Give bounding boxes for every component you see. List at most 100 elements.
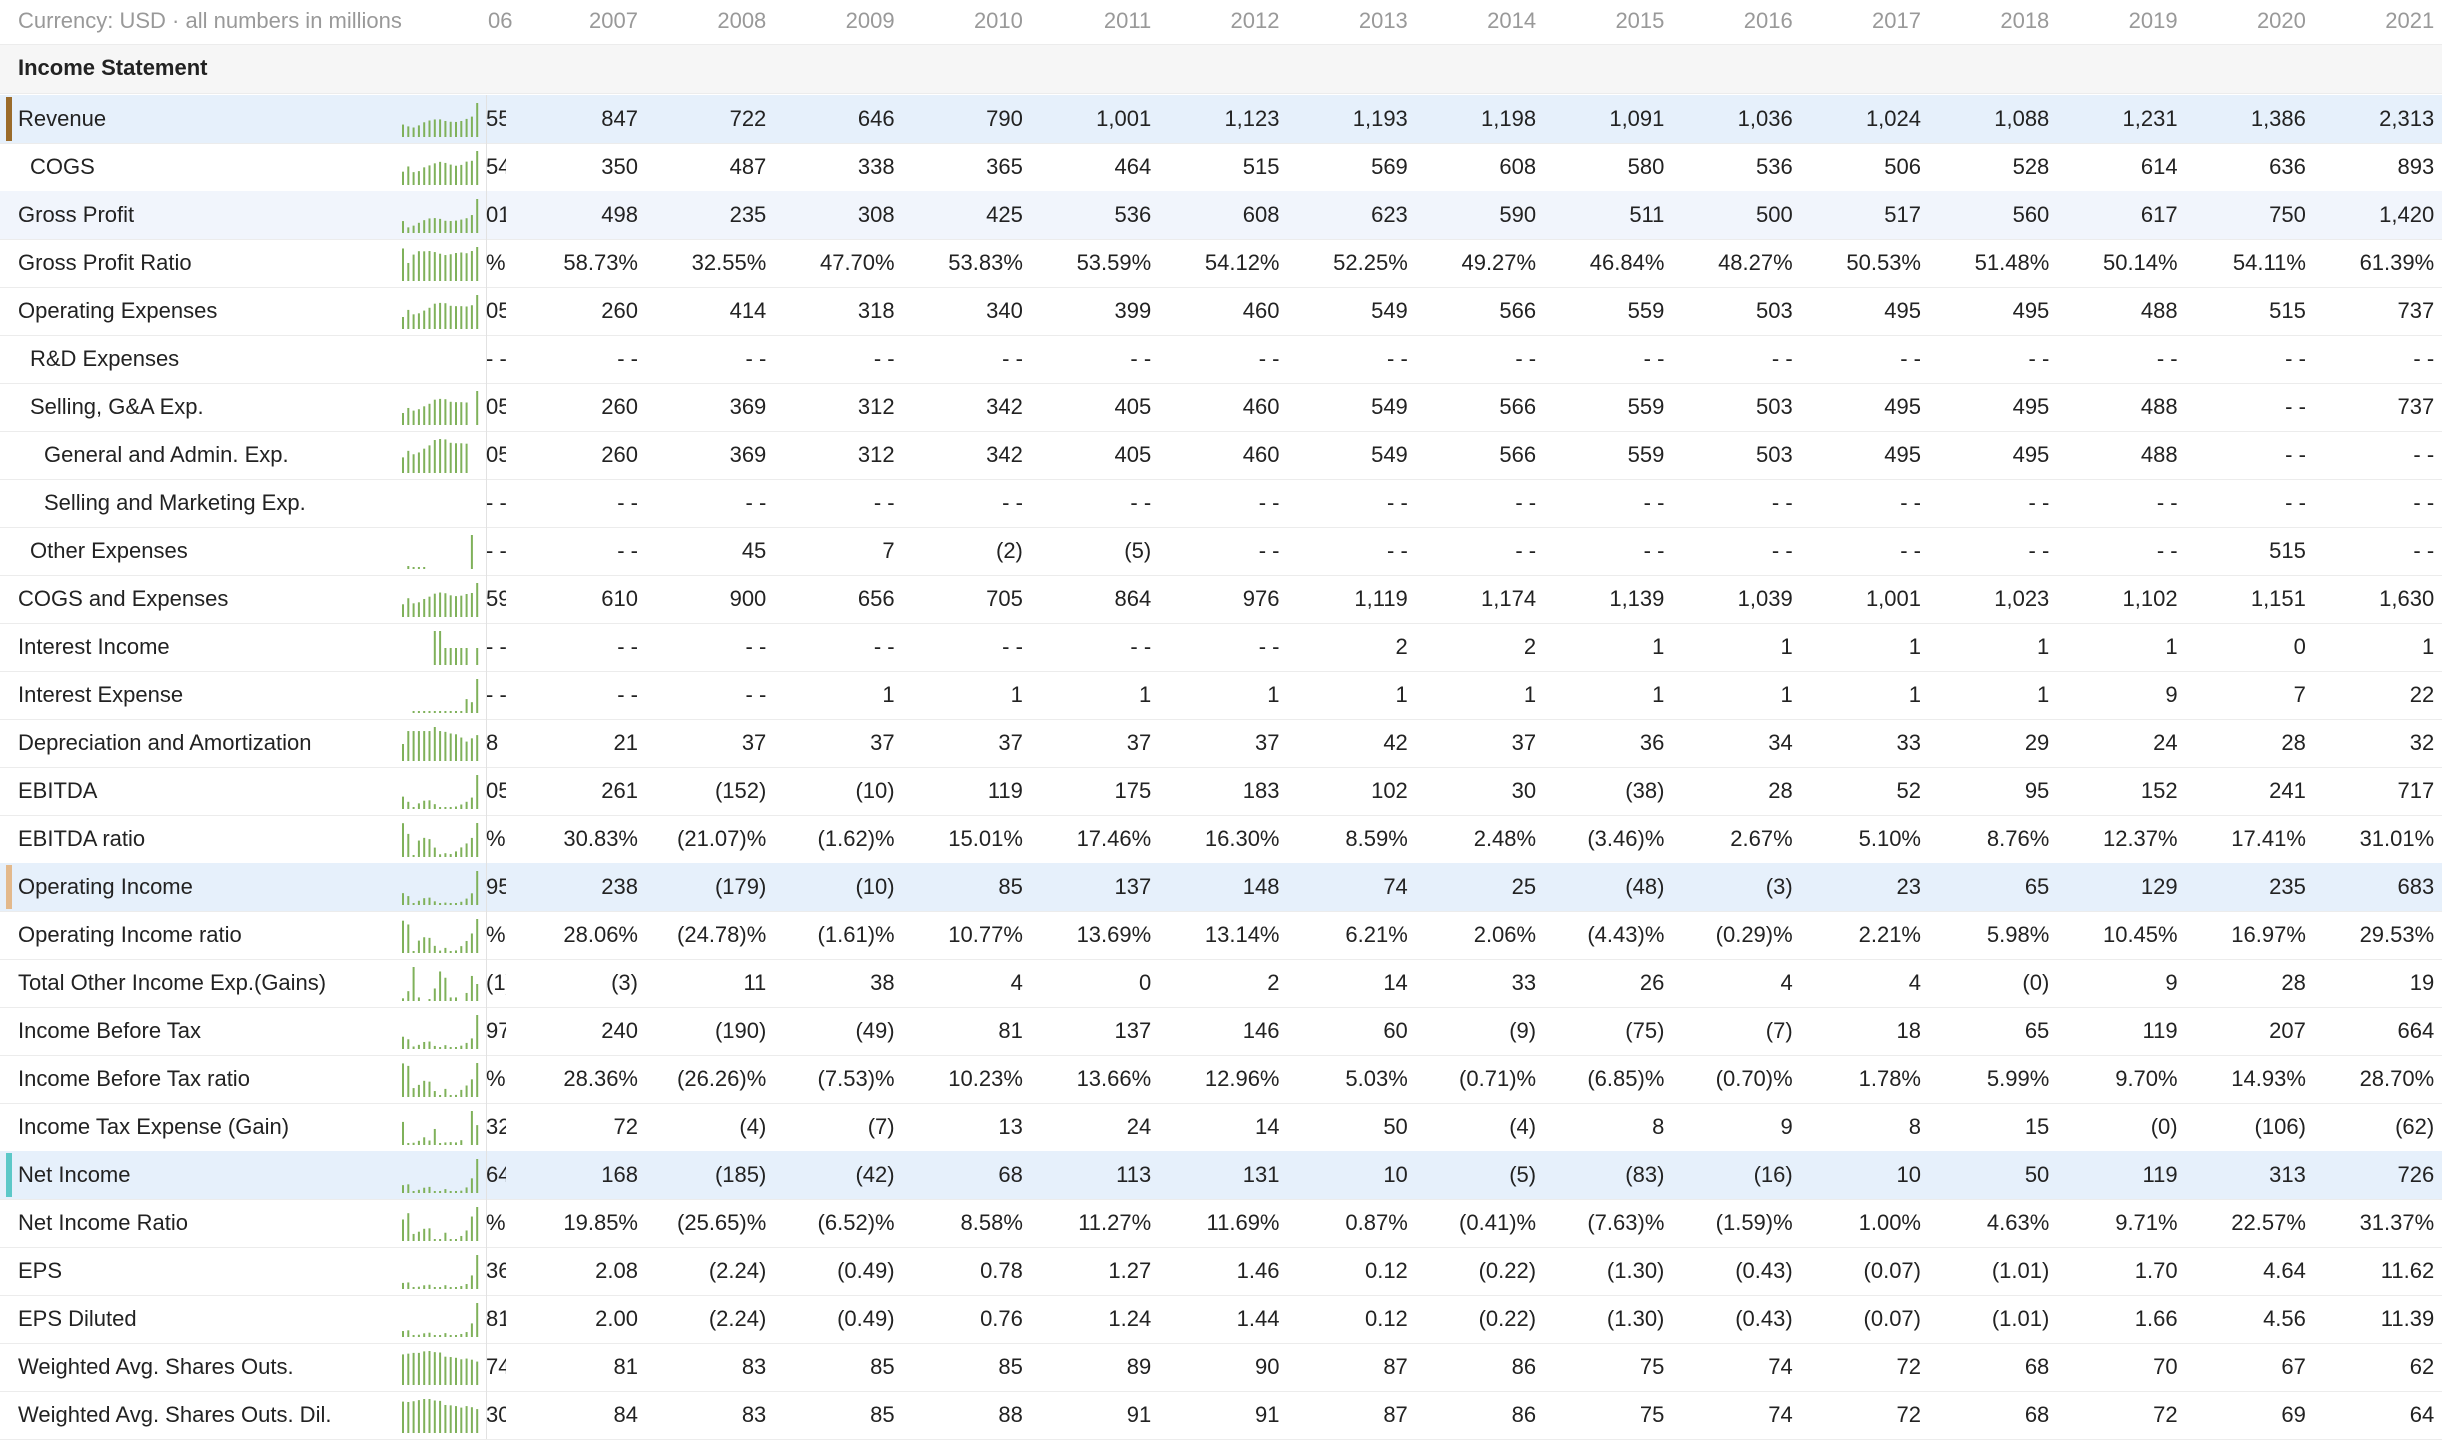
row-sparkline <box>400 341 486 379</box>
sparkline-bar <box>402 823 404 857</box>
cell-2013: 549 <box>1371 442 1408 467</box>
table-row[interactable]: Selling, G&A Exp. 05 260 369 312 342 405 460 549… <box>0 383 2442 432</box>
table-row[interactable]: Operating Income ratio% 28.06% (24.78)% (1.… <box>0 911 2442 960</box>
year-label-2010[interactable]: 2010 <box>973 8 1023 33</box>
table-row[interactable]: Operating Income 95 238 (179) (10) 85 137 148 74… <box>0 863 2442 912</box>
column-divider <box>486 1151 487 1199</box>
year-label-2017[interactable]: 2017 <box>1872 8 1921 33</box>
sparkline-bar <box>428 1332 431 1337</box>
cell-2021: 31.37% <box>2359 1210 2435 1235</box>
table-row[interactable]: General and Admin. Exp. 05 260 369 312 342 405… <box>0 431 2442 480</box>
year-label-2009[interactable]: 2009 <box>845 8 895 33</box>
row-label: Revenue <box>18 106 107 131</box>
cell-2015: (4.43)% <box>1587 922 1665 947</box>
column-divider <box>486 1055 487 1103</box>
sparkline-bar <box>470 797 473 809</box>
table-row[interactable]: Operating Expenses 05 260 414 318 340 399 460 54… <box>0 287 2442 336</box>
sparkline-bar <box>465 443 468 473</box>
cell-2016: (3) <box>1765 874 1793 899</box>
partial-cell: 95 <box>486 874 506 899</box>
sparkline-bar <box>412 603 415 617</box>
cell-2008: 487 <box>729 154 767 179</box>
year-label-partial[interactable]: 06 <box>488 8 513 33</box>
cell-2020: 207 <box>2269 1018 2306 1043</box>
sparkline-bar <box>428 839 431 857</box>
table-row[interactable]: Selling and Marketing Exp. - - - - - - - - - … <box>0 479 2442 528</box>
year-label-2019[interactable]: 2019 <box>2128 8 2178 33</box>
sparkline-bar <box>407 1213 410 1241</box>
sparkline-bar <box>476 1015 479 1049</box>
year-label-2007[interactable]: 2007 <box>589 8 638 33</box>
year-label-2013[interactable]: 2013 <box>1358 8 1408 33</box>
table-row[interactable]: Interest Income - - - - - - - - - - - - - - 2 2 1 1… <box>0 623 2442 672</box>
year-label-2015[interactable]: 2015 <box>1615 8 1665 33</box>
table-row[interactable]: Other Expenses - - - - 45 7 (2) (5) - - - - - - - … <box>0 527 2442 576</box>
sparkline-bar <box>455 121 457 137</box>
cell-2014: - - <box>1515 346 1537 371</box>
year-label-2008[interactable]: 2008 <box>717 8 767 33</box>
cell-2010: 0.78 <box>980 1258 1023 1283</box>
year-label-2014[interactable]: 2014 <box>1487 8 1537 33</box>
cell-2012: 54.12% <box>1204 250 1280 275</box>
table-row[interactable]: Net Income 64 168 (185) (42) 68 113 131 10 (5) (83… <box>0 1151 2442 1200</box>
table-row[interactable]: Depreciation and Amortization 8 21 37 37 37 37… <box>0 719 2442 768</box>
table-row[interactable]: Income Before Tax ratio% 28.36% (26.26)% (7… <box>0 1055 2442 1104</box>
year-label-2018[interactable]: 2018 <box>2000 8 2050 33</box>
table-row[interactable]: Gross Profit 01 498 235 308 425 536 608 623 590 51… <box>0 191 2442 240</box>
year-label-2016[interactable]: 2016 <box>1743 8 1793 33</box>
cell-2013: 2 <box>1395 634 1408 659</box>
table-row[interactable]: EPS Diluted 81 2.00 (2.24) (0.49) 0.76 1.24 1.4… <box>0 1295 2442 1344</box>
cell-2020: 515 <box>2269 298 2306 323</box>
table-row[interactable]: EBITDA 05 261 (152) (10) 119 175 183 102 30 (38) 28… <box>0 767 2442 816</box>
table-row[interactable]: COGS and Expenses 59 610 900 656 705 864 976 1,1… <box>0 575 2442 624</box>
table-row[interactable]: Weighted Avg. Shares Outs. Dil. 30 84 83 85 8… <box>0 1391 2442 1440</box>
cell-2019: 1.70 <box>2134 1258 2178 1283</box>
table-row[interactable]: Total Other Income Exp.(Gains) (1) (3) 11 38… <box>0 959 2442 1008</box>
cell-2017: 50.53% <box>1846 250 1921 275</box>
year-label-2011[interactable]: 2011 <box>1103 8 1152 33</box>
sparkline-bar <box>433 399 436 425</box>
table-row[interactable]: EBITDA ratio% 30.83% (21.07)% (1.62)% 15.01%… <box>0 815 2442 864</box>
year-label-2021[interactable]: 2021 <box>2385 8 2435 33</box>
table-row[interactable]: Net Income Ratio% 19.85% (25.65)% (6.52)% 8.… <box>0 1199 2442 1248</box>
year-label-2020[interactable]: 2020 <box>2256 8 2306 33</box>
sparkline-bar <box>460 901 463 905</box>
sparkline-bar <box>407 566 410 569</box>
table-row[interactable]: EPS 36 2.08 (2.24) (0.49) 0.78 1.27 1.46 0.12 (0.… <box>0 1247 2442 1296</box>
partial-cell: - - <box>486 346 506 371</box>
table-row[interactable]: Income Tax Expense (Gain) 32 72 (4) (7) 13 24 1… <box>0 1103 2442 1152</box>
cell-2016: - - <box>1771 490 1793 515</box>
row-sparkline <box>402 727 479 761</box>
partial-cell: 55 <box>486 106 506 131</box>
cell-2018: (1.01) <box>1991 1258 2050 1283</box>
cell-2016: 536 <box>1755 154 1793 179</box>
cell-2011: 137 <box>1114 874 1152 899</box>
sparkline-bar <box>407 1353 410 1385</box>
cell-2014: (9) <box>1509 1018 1537 1043</box>
sparkline-bar <box>423 310 426 329</box>
cell-2021: 1 <box>2421 634 2435 659</box>
table-row[interactable]: Interest Expense - -- -- -1 1 1 1 1 1 1 1 1 1 9 7 22 <box>0 671 2442 720</box>
year-label-2012[interactable]: 2012 <box>1230 8 1280 33</box>
table-row[interactable]: R&D Expenses - - - - - - - - - - - - - - - - - - -… <box>0 335 2442 384</box>
table-row[interactable]: COGS 54 350 487 338 365 464 515 569 608 580 536 506 5… <box>0 143 2442 192</box>
table-row[interactable]: Weighted Avg. Shares Outs. 74 81 83 85 85 89 90… <box>0 1343 2442 1392</box>
sparkline-bar <box>433 1335 436 1337</box>
table-row[interactable]: Gross Profit Ratio% 58.73% 32.55% 47.70% 53.… <box>0 239 2442 288</box>
partial-cell: 54 <box>486 154 506 179</box>
cell-2013: 87 <box>1383 1354 1408 1379</box>
table-row[interactable]: Income Before Tax 97 240 (190) (49) 81 137 146 6… <box>0 1007 2442 1056</box>
cell-2015: 559 <box>1627 298 1665 323</box>
cell-2007: 240 <box>601 1018 638 1043</box>
cell-2021: 1,420 <box>2379 202 2435 227</box>
cell-2019: 9.71% <box>2115 1210 2178 1235</box>
table-row[interactable]: Revenue 55 847 722 646 790 1,001 1,123 1,193 1,19… <box>0 95 2442 144</box>
cell-2009: 7 <box>882 538 895 563</box>
cell-2011: 464 <box>1114 154 1152 179</box>
cell-2008: (25.65)% <box>677 1210 767 1235</box>
sparkline-bar <box>444 1333 447 1337</box>
cell-2012: 976 <box>1242 586 1280 611</box>
sparkline-bar <box>423 598 426 617</box>
row-sparkline <box>402 1399 479 1433</box>
cell-2013: 87 <box>1383 1402 1408 1427</box>
